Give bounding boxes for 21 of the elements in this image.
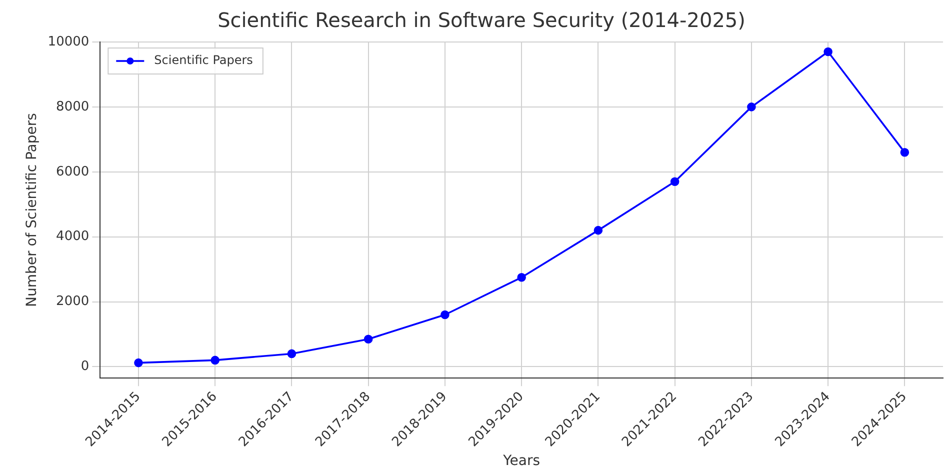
y-tick-label: 4000 (56, 229, 90, 244)
x-axis-title: Years (502, 453, 540, 470)
y-tick-label: 2000 (56, 294, 90, 310)
point (670, 177, 680, 186)
y-tick-label: 6000 (56, 164, 90, 180)
point (440, 310, 450, 320)
point (364, 334, 373, 344)
y-axis-title: Number of Scientific Papers (24, 113, 40, 307)
point (287, 349, 296, 358)
y-tick-label: 8000 (56, 99, 90, 114)
point (747, 102, 756, 112)
y-tick-label: 0 (80, 359, 90, 374)
point (824, 47, 832, 56)
point (900, 148, 910, 157)
point (594, 226, 603, 235)
legend-label: Scientific Papers (154, 53, 253, 68)
point (517, 273, 526, 282)
point (210, 356, 220, 365)
point (134, 358, 143, 368)
y-tick-label: 10000 (48, 34, 90, 50)
chart-title: Scientific Research in Software Security (2014-2025) (218, 8, 746, 32)
